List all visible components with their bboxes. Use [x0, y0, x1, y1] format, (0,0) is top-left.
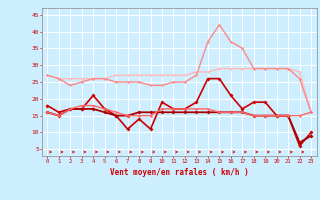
- X-axis label: Vent moyen/en rafales ( km/h ): Vent moyen/en rafales ( km/h ): [110, 168, 249, 177]
